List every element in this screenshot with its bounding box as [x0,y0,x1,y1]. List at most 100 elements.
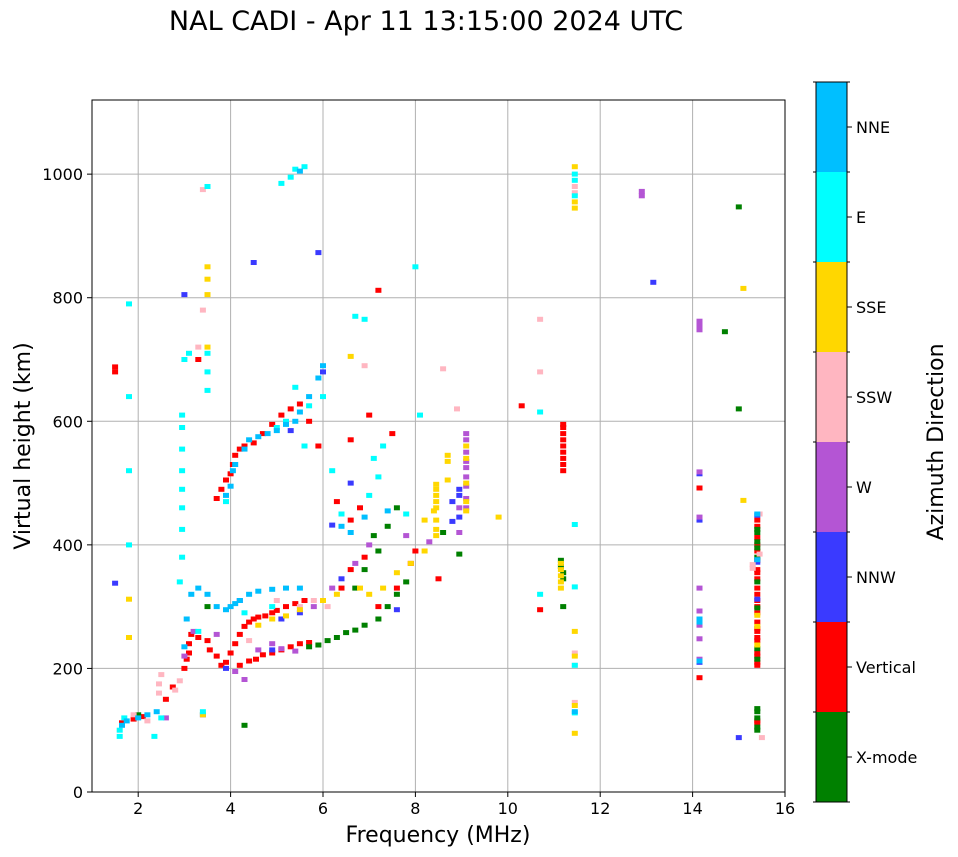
data-point [126,301,132,307]
data-point [181,665,188,671]
x-ticks: 2 4 6 8 10 12 14 16 [133,792,795,818]
data-point [283,421,289,427]
data-point [754,511,761,517]
data-point [456,492,463,498]
y-tick-label: 800 [52,289,83,308]
data-point [361,316,368,322]
data-point [433,486,440,492]
data-point [218,486,225,492]
data-point [696,323,703,328]
x-tick-label: 6 [318,799,328,818]
colorbar-tick-label: SSW [856,388,892,407]
data-point [246,658,253,664]
data-point [560,462,567,467]
data-point [204,264,211,270]
data-point [255,647,262,653]
data-point [179,486,186,492]
data-point [433,492,440,498]
data-point [269,616,276,622]
data-point [301,443,308,449]
data-point [241,446,248,452]
y-tick-label: 400 [52,536,83,555]
y-tick-label: 200 [52,659,83,678]
data-point [463,508,470,514]
data-point [440,530,447,535]
data-point [227,471,234,477]
colorbar-segment [816,622,847,712]
data-point [696,616,703,622]
data-point [241,623,248,629]
grid-lines [92,100,786,793]
data-point [241,677,248,682]
data-point [347,517,354,523]
data-point [754,650,761,656]
y-tick-label: 0 [73,783,83,802]
x-tick-label: 12 [590,799,610,818]
series-nne [119,168,761,728]
data-point [754,570,761,576]
data-point [241,610,248,616]
data-point [347,567,354,573]
data-points [112,164,765,741]
data-point [754,628,761,634]
data-point [557,585,564,591]
data-point [204,184,211,189]
data-point [223,607,229,613]
x-tick-label: 14 [682,799,702,818]
data-point [696,485,703,491]
data-point [696,318,703,324]
data-point [144,718,151,724]
data-point [333,635,340,640]
data-point [292,648,299,654]
data-point [273,428,280,434]
data-point [407,560,414,566]
data-point [571,522,578,527]
colorbar-tick-label: W [856,478,872,497]
data-point [246,437,253,443]
data-point [754,517,761,523]
data-point [463,437,470,443]
data-point [361,514,368,520]
data-point [754,619,761,625]
data-point [144,712,151,718]
x-tick-label: 2 [133,799,143,818]
data-point [560,455,567,461]
data-point [169,684,176,690]
data-point [696,585,703,591]
colorbar-segment [816,262,847,352]
data-point [571,164,578,170]
data-point [195,585,202,591]
data-point [324,638,331,644]
data-point [218,662,225,668]
colorbar-frame [815,81,848,803]
data-point [375,604,382,610]
data-point [315,642,322,648]
data-point [195,628,202,634]
data-point [571,709,578,715]
data-point [320,394,326,400]
data-point [139,714,146,720]
data-point [296,168,303,174]
data-point [204,292,211,298]
data-point [250,440,257,446]
data-point [638,193,645,199]
data-point [754,596,761,602]
data-point [560,468,567,474]
data-point [638,188,645,194]
data-point [195,344,202,350]
data-point [195,357,202,362]
data-point [204,276,211,282]
data-point [204,638,211,644]
data-point [269,610,276,616]
data-point [384,508,391,514]
data-point [557,557,564,563]
data-point [333,499,340,505]
data-point [213,653,220,659]
y-tick-label: 1000 [42,165,83,184]
data-point [246,619,253,625]
data-point [366,542,373,548]
data-point [754,709,761,715]
colorbar-tick-label: SSE [856,298,886,317]
data-point [557,560,564,566]
data-point [357,505,363,511]
